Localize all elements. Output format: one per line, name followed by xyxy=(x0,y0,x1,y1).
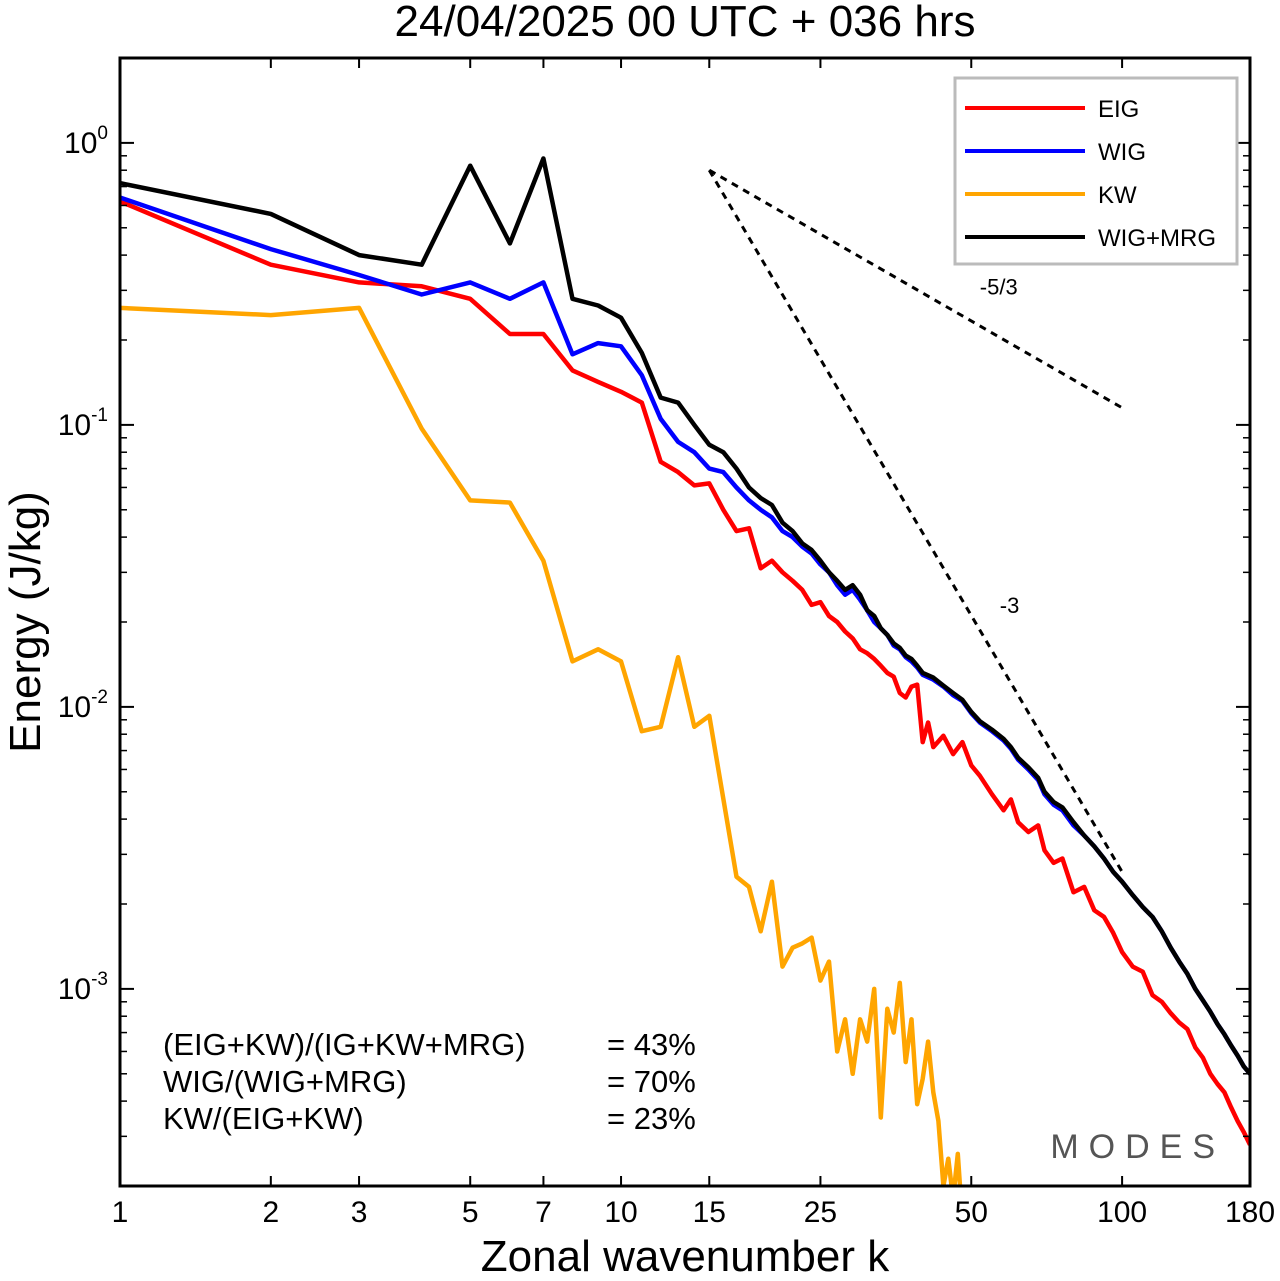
legend-label: WIG+MRG xyxy=(1098,225,1216,252)
legend: EIG WIG KW WIG+MRG xyxy=(953,76,1239,266)
ratio-value: = 23% xyxy=(607,1101,696,1136)
y-tick-label: 10-1 xyxy=(58,405,108,442)
y-tick-label: 100 xyxy=(64,123,108,160)
reference-slope-line xyxy=(707,169,1124,873)
legend-label: EIG xyxy=(1098,96,1139,123)
x-tick-label: 1 xyxy=(112,1196,129,1229)
ratio-label: WIG/(WIG+MRG) xyxy=(163,1064,407,1099)
modes-watermark: MODES xyxy=(1050,1128,1225,1166)
x-tick-label: 3 xyxy=(351,1196,368,1229)
x-tick-label: 5 xyxy=(462,1196,479,1229)
legend-label: KW xyxy=(1098,182,1137,209)
x-tick-label: 180 xyxy=(1225,1196,1275,1229)
chart-title: 24/04/2025 00 UTC + 036 hrs xyxy=(395,0,976,46)
y-axis-title: Energy (J/kg) xyxy=(1,491,50,753)
ratio-label: KW/(EIG+KW) xyxy=(163,1101,364,1136)
y-tick-label: 10-3 xyxy=(58,969,108,1006)
ratio-value: = 70% xyxy=(607,1064,696,1099)
x-tick-label: 15 xyxy=(693,1196,726,1229)
x-tick-label: 10 xyxy=(604,1196,637,1229)
series-line-kw xyxy=(120,305,972,1186)
x-axis-title: Zonal wavenumber k xyxy=(481,1232,890,1281)
ratio-annotations: (EIG+KW)/(IG+KW+MRG) = 43% WIG/(WIG+MRG) = … xyxy=(163,1027,696,1136)
legend-label: WIG xyxy=(1098,139,1146,166)
series-line-eig xyxy=(120,199,1250,1146)
x-tick-label: 100 xyxy=(1097,1196,1147,1229)
reference-slope-line xyxy=(708,168,1123,410)
x-tick-label: 25 xyxy=(804,1196,837,1229)
slope-label: -3 xyxy=(1000,593,1020,618)
series-line-wig-mrg xyxy=(120,156,1250,1076)
y-tick-label: 10-2 xyxy=(58,687,108,724)
x-tick-label: 2 xyxy=(262,1196,279,1229)
ratio-label: (EIG+KW)/(IG+KW+MRG) xyxy=(163,1027,526,1062)
slope-label: -5/3 xyxy=(980,274,1018,299)
x-tick-label: 50 xyxy=(955,1196,988,1229)
ratio-value: = 43% xyxy=(607,1027,696,1062)
x-tick-label: 7 xyxy=(535,1196,552,1229)
